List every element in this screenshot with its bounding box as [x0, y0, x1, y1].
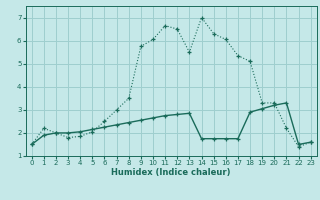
X-axis label: Humidex (Indice chaleur): Humidex (Indice chaleur) — [111, 168, 231, 177]
